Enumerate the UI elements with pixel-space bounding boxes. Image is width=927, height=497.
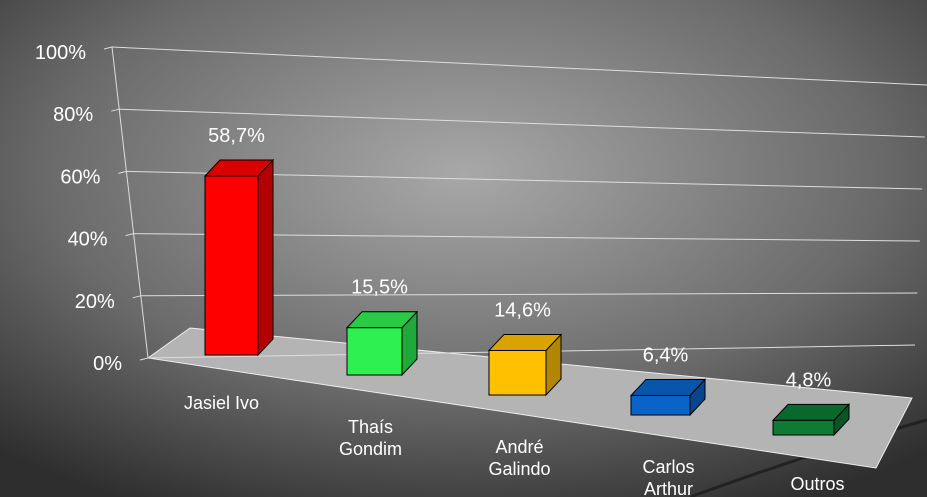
bar [204, 175, 259, 356]
tick-mark [103, 46, 113, 50]
bar [346, 327, 403, 376]
bar [488, 349, 547, 396]
tick-mark [118, 170, 127, 174]
x-tick-label: André Galindo [488, 437, 550, 479]
floor [146, 327, 913, 469]
value-label: 58,7% [208, 125, 265, 147]
axis-line [111, 46, 149, 359]
bar [630, 394, 691, 416]
x-tick-label: Thaís Gondim [339, 417, 402, 459]
y-tick-label: 100% [35, 42, 86, 64]
tick-mark [139, 357, 149, 361]
value-label: 14,6% [494, 299, 551, 321]
grid-line [119, 108, 925, 138]
y-tick-label: 40% [68, 229, 108, 251]
value-label: 6,4% [643, 344, 689, 366]
tick-mark [111, 108, 120, 112]
grid-line [111, 46, 927, 86]
x-tick-label: Jasiel Ivo [184, 393, 259, 413]
tick-mark [132, 295, 141, 299]
y-tick-label: 80% [53, 104, 93, 126]
bar [772, 419, 835, 436]
tick-mark [125, 233, 134, 237]
x-tick-label: Carlos Arthur [642, 457, 694, 497]
y-tick-label: 20% [75, 291, 115, 313]
y-tick-label: 60% [60, 166, 100, 188]
value-label: 15,5% [351, 277, 408, 299]
x-tick-label: Outros [790, 474, 844, 494]
value-label: 4,8% [786, 369, 832, 391]
y-tick-label: 0% [93, 353, 122, 375]
bar-side [257, 158, 274, 357]
